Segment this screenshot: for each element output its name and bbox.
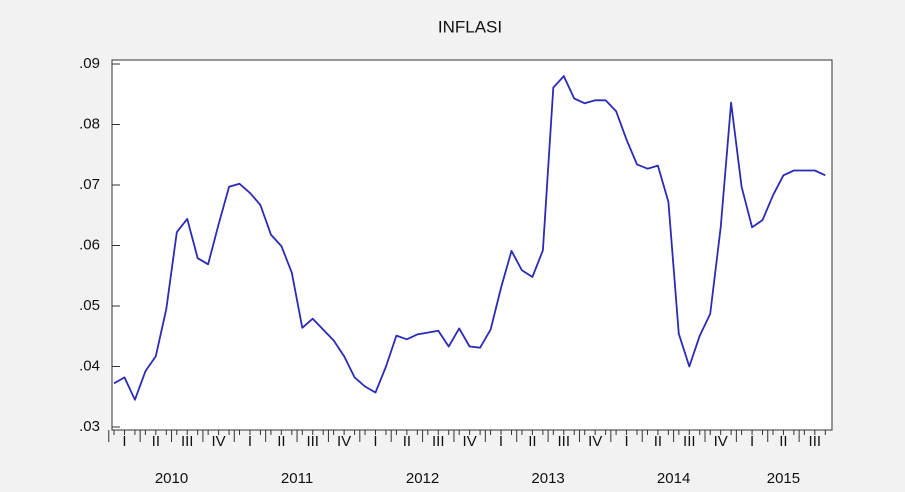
quarter-label: IV [588,433,602,450]
quarter-label: IV [463,433,477,450]
quarter-label: II [277,433,285,450]
quarter-label: I [750,433,754,450]
y-tick-label: .06 [79,236,100,253]
year-label: 2010 [155,470,188,487]
year-label: 2014 [657,470,690,487]
quarter-label: III [306,433,319,450]
quarter-label: I [499,433,503,450]
quarter-label: I [373,433,377,450]
quarter-label: II [654,433,662,450]
quarter-label: II [403,433,411,450]
quarter-label: I [248,433,252,450]
quarter-label: III [558,433,571,450]
quarter-label: I [624,433,628,450]
quarter-label: II [779,433,787,450]
y-tick-label: .05 [79,297,100,314]
year-label: 2015 [767,470,800,487]
quarter-label: IV [212,433,226,450]
year-label: 2012 [406,470,439,487]
quarter-label: IV [714,433,728,450]
chart-title: INFLASI [438,17,502,36]
y-tick-label: .08 [79,115,100,132]
quarter-label: III [181,433,194,450]
quarter-label: IV [337,433,351,450]
quarter-label: III [683,433,696,450]
quarter-label: III [809,433,822,450]
y-tick-label: .07 [79,176,100,193]
year-label: 2013 [531,470,564,487]
quarter-label: I [122,433,126,450]
y-tick-label: .04 [79,357,100,374]
plot-frame [111,59,833,431]
year-label: 2011 [281,470,313,487]
quarter-label: II [152,433,160,450]
y-tick-label: .09 [79,55,100,72]
line [113,75,826,401]
quarter-label: III [432,433,445,450]
quarter-label: II [528,433,536,450]
y-tick-label: .03 [79,418,100,435]
